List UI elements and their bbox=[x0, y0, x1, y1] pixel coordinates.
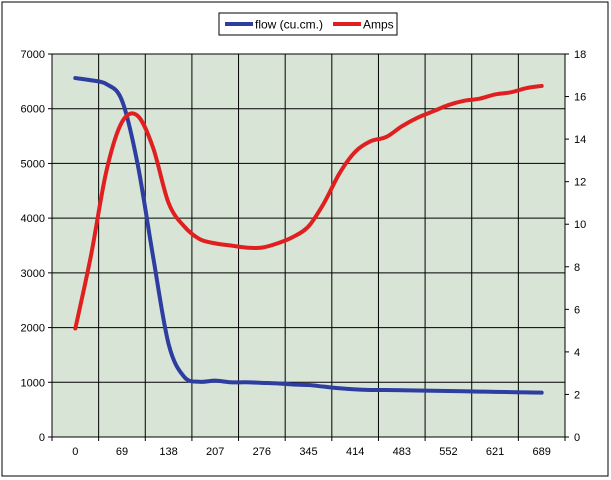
left-tick-label: 4000 bbox=[21, 213, 45, 225]
plot-area bbox=[52, 54, 565, 437]
right-tick-label: 0 bbox=[574, 432, 580, 444]
right-axis: 0 2 4 6 8 10 12 14 16 18 bbox=[565, 49, 586, 444]
left-tick-label: 1000 bbox=[21, 377, 45, 389]
x-tick-label: 552 bbox=[439, 446, 457, 458]
x-tick-label: 69 bbox=[116, 446, 128, 458]
right-tick-label: 6 bbox=[574, 304, 580, 316]
left-axis: 0 1000 2000 3000 4000 5000 6000 7000 bbox=[21, 49, 52, 444]
right-tick-label: 18 bbox=[574, 49, 586, 61]
series-line-flow bbox=[73, 76, 544, 395]
right-tick-label: 2 bbox=[574, 389, 580, 401]
legend-label-flow: flow (cu.cm.) bbox=[255, 18, 323, 32]
x-tick-label: 345 bbox=[299, 446, 317, 458]
right-tick-label: 14 bbox=[574, 134, 586, 146]
series-line-amps bbox=[73, 83, 544, 331]
right-tick-label: 12 bbox=[574, 177, 586, 189]
x-tick-label: 138 bbox=[159, 446, 177, 458]
x-tick-label: 483 bbox=[393, 446, 411, 458]
legend: flow (cu.cm.) Amps bbox=[218, 12, 398, 36]
x-tick-label: 689 bbox=[533, 446, 551, 458]
x-tick-label: 0 bbox=[72, 446, 78, 458]
x-tick-label: 276 bbox=[253, 446, 271, 458]
right-tick-label: 16 bbox=[574, 92, 586, 104]
x-tick-label: 207 bbox=[206, 446, 224, 458]
legend-box bbox=[218, 12, 398, 36]
x-axis: 0 69 138 207 276 345 414 483 552 621 689 bbox=[51, 437, 566, 458]
left-tick-label: 6000 bbox=[21, 104, 45, 116]
right-tick-label: 10 bbox=[574, 219, 586, 231]
grid bbox=[51, 53, 566, 438]
x-tick-label: 414 bbox=[346, 446, 364, 458]
left-tick-label: 0 bbox=[39, 432, 45, 444]
right-tick-label: 8 bbox=[574, 262, 580, 274]
legend-label-amps: Amps bbox=[363, 18, 394, 32]
x-tick-label: 621 bbox=[486, 446, 504, 458]
left-tick-label: 2000 bbox=[21, 323, 45, 335]
plot-border bbox=[51, 53, 566, 438]
left-tick-label: 7000 bbox=[21, 49, 45, 61]
right-tick-label: 4 bbox=[574, 347, 580, 359]
series bbox=[73, 76, 544, 395]
left-tick-label: 3000 bbox=[21, 268, 45, 280]
left-tick-label: 5000 bbox=[21, 158, 45, 170]
